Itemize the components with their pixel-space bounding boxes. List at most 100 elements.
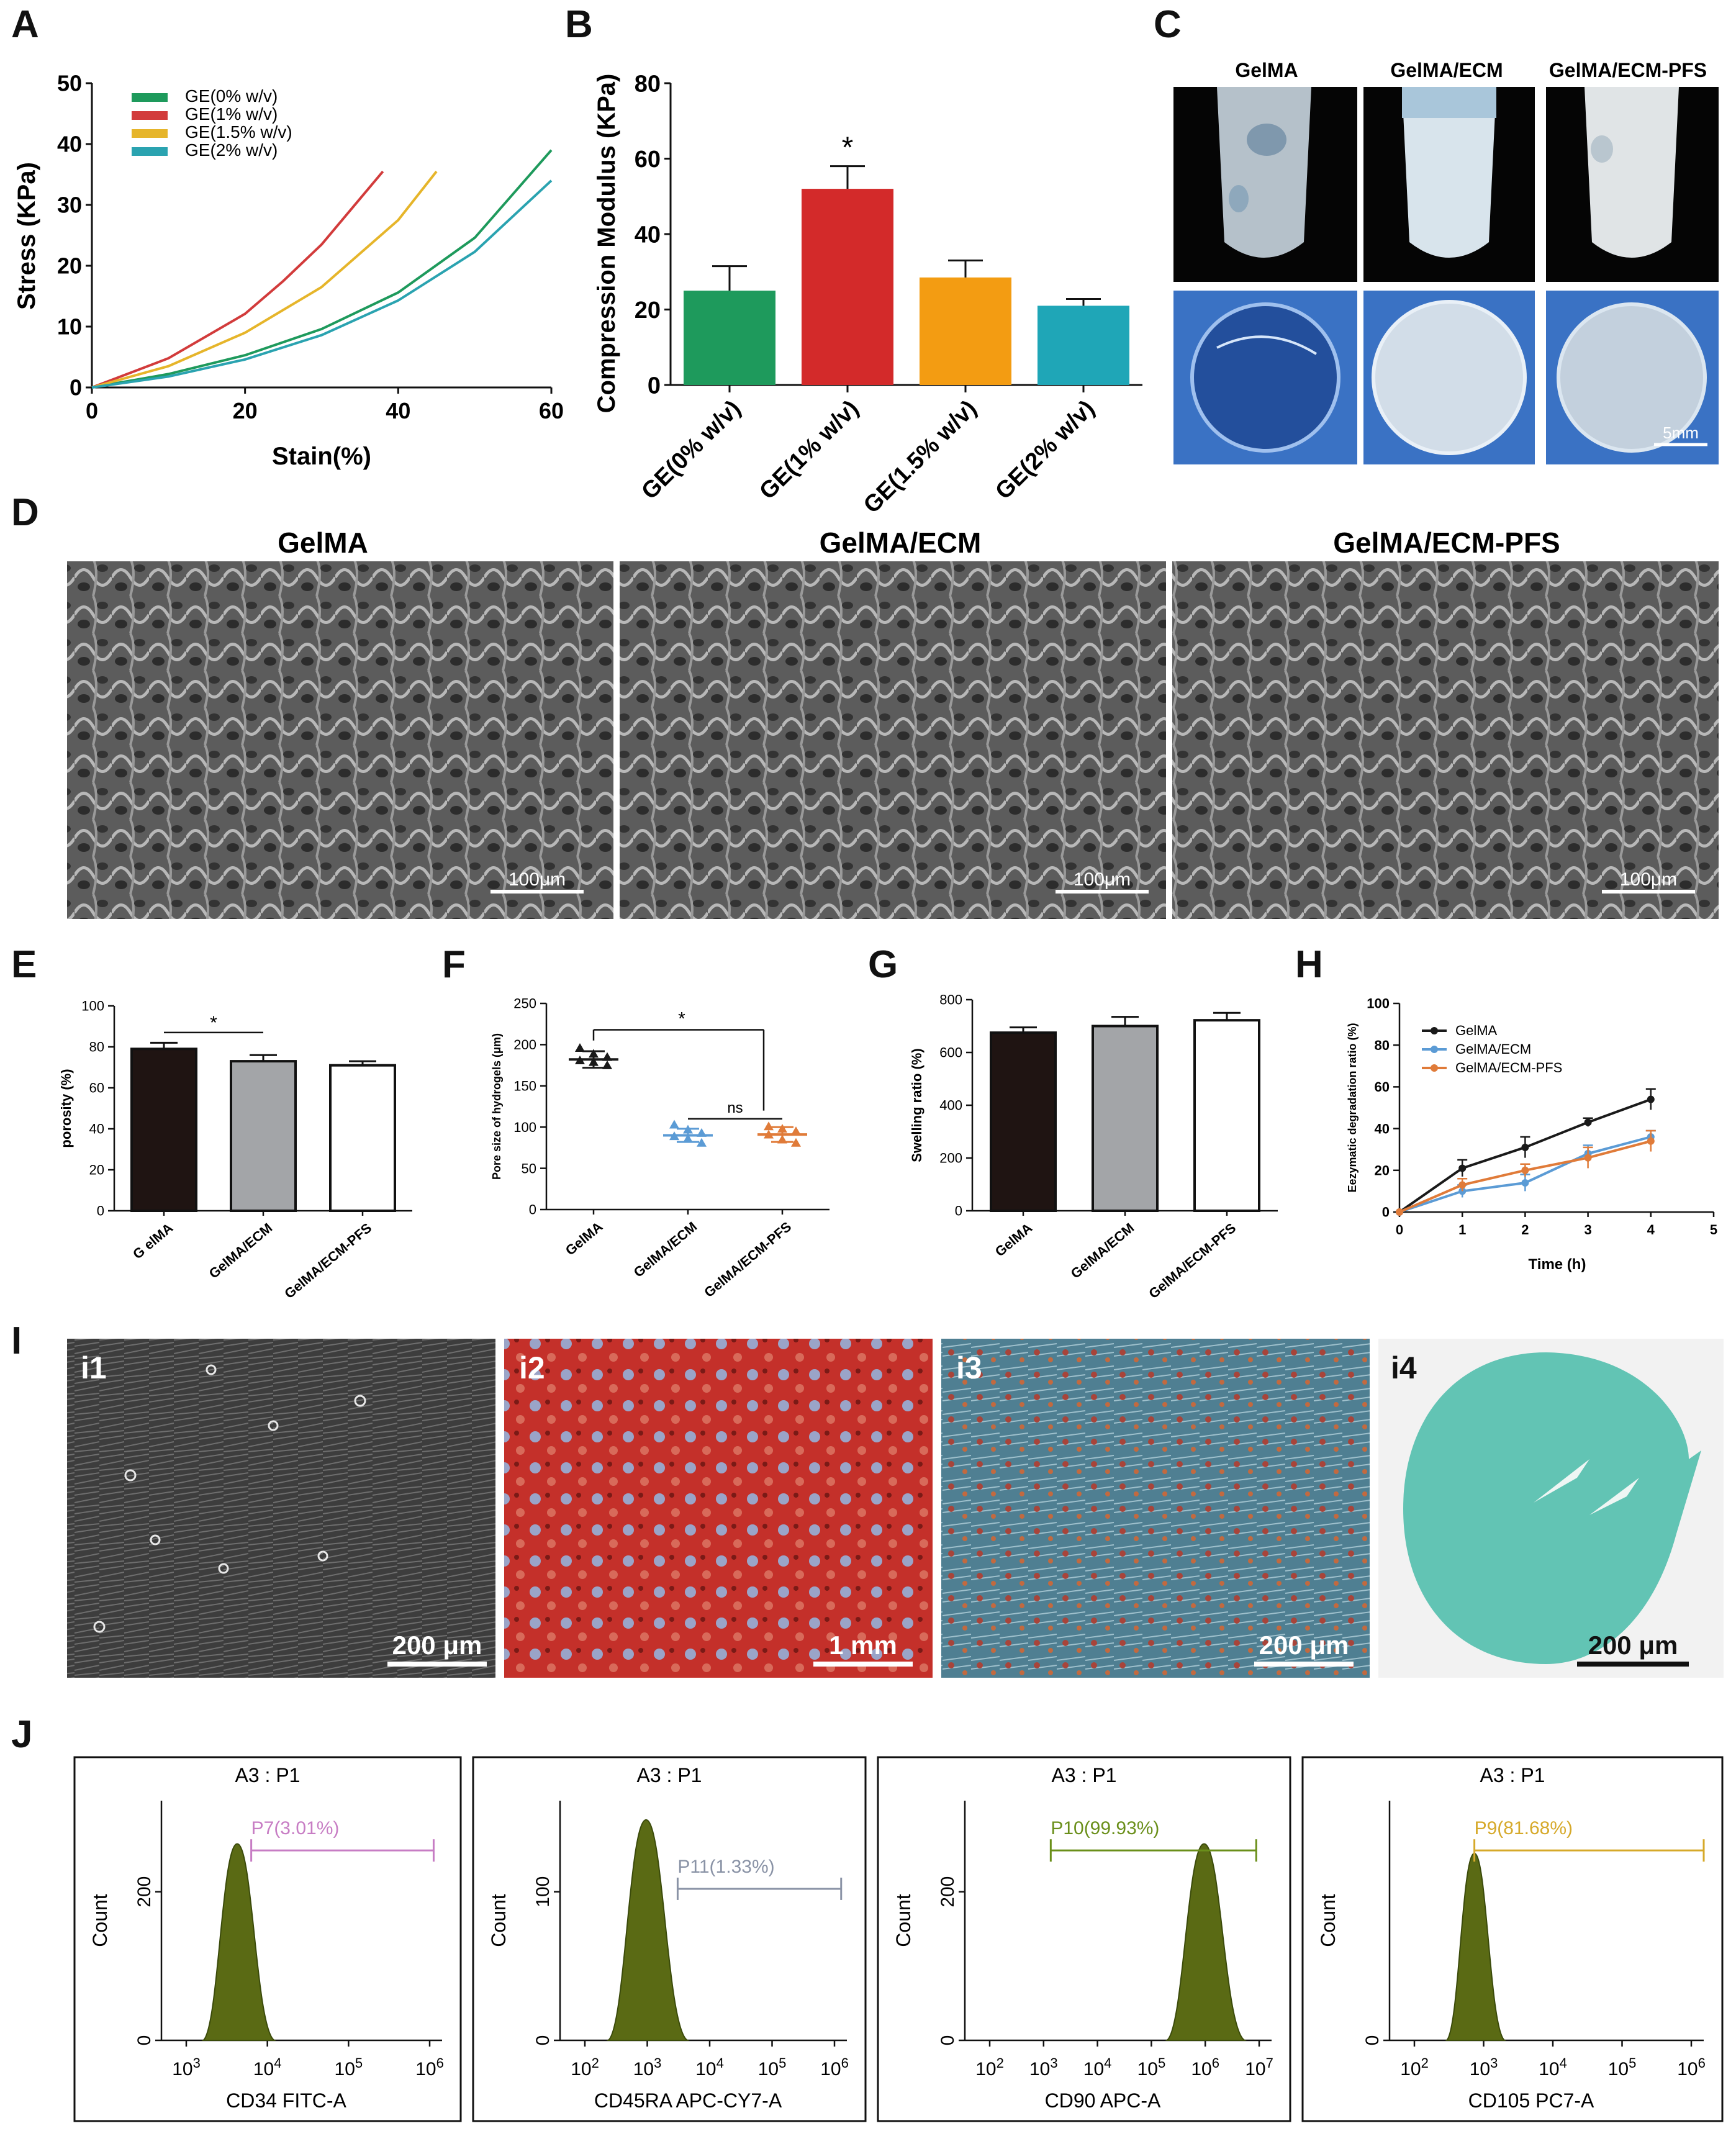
legend-label-2: GE(1% w/v) <box>185 104 278 124</box>
data-point <box>669 1120 679 1129</box>
panel-letter-a: A <box>11 3 39 46</box>
x-tick-label: GE(0% w/v) <box>636 396 746 505</box>
bar-2 <box>1092 1025 1159 1212</box>
legend-label-3: GelMA/ECM-PFS <box>1455 1060 1562 1075</box>
x-tick-label: 4 <box>1647 1222 1655 1237</box>
sem-image-2 <box>620 561 1166 919</box>
bar-3 <box>1193 1019 1260 1213</box>
y-tick-label: 60 <box>635 147 661 173</box>
y-tick-label: 250 <box>513 996 536 1011</box>
y-tick-label: 100 <box>513 1120 536 1135</box>
x-tick-label: 105 <box>335 2055 363 2079</box>
sem-scale-2: 100μm <box>1074 869 1131 890</box>
series-line-4 <box>91 179 553 389</box>
x-tick-label: 0 <box>1396 1222 1403 1237</box>
data-point <box>1647 1137 1655 1145</box>
x-tick-label: 102 <box>1400 2055 1429 2079</box>
gate-label: P10(99.93%) <box>1051 1818 1159 1839</box>
y-axis-label: Compression Modulus (KPa) <box>593 74 620 414</box>
tube-shape-3 <box>1585 87 1679 258</box>
data-point <box>1521 1166 1529 1174</box>
flow-frame <box>472 1756 867 2122</box>
y-tick-label: 600 <box>939 1045 962 1061</box>
y-tick-label: 20 <box>1375 1163 1390 1179</box>
data-point <box>791 1126 801 1136</box>
flow-histogram-2: A3 : P1 0 100 Count 102 103 104 105 106 CD45RA AP… <box>472 1756 867 2122</box>
significance-mark: * <box>678 1008 685 1029</box>
y-tick-label: 20 <box>57 253 82 279</box>
data-point <box>589 1057 599 1066</box>
panel-d-label-gelma: GelMA <box>278 527 368 559</box>
histogram-peak <box>201 1843 276 2041</box>
micrograph-label-i1: i1 <box>81 1351 107 1385</box>
panel-letter-g: G <box>868 943 898 986</box>
significance-mark: ns <box>727 1100 743 1116</box>
panel-letter-d: D <box>11 491 39 534</box>
bar-2 <box>802 189 893 385</box>
x-tick-label: GE(1.5% w/v) <box>859 396 982 518</box>
x-tick-label: GE(1% w/v) <box>754 396 864 505</box>
x-tick-label: 20 <box>233 398 258 423</box>
data-point <box>1521 1179 1529 1187</box>
x-tick-label: 106 <box>1677 2055 1706 2079</box>
data-point <box>1647 1095 1655 1103</box>
y-tick-label: 60 <box>89 1080 104 1096</box>
y-tick-label: 40 <box>57 132 82 157</box>
x-tick-label: GelMA/ECM <box>1068 1220 1137 1282</box>
y-tick-label: 40 <box>89 1121 104 1137</box>
micrograph-i3 <box>941 1339 1370 1678</box>
x-tick-label: 105 <box>1608 2055 1637 2079</box>
data-point <box>1584 1118 1592 1126</box>
flow-histogram-3: A3 : P1 0 200 Count 102 103 104 105 106 107 CD90 A… <box>877 1756 1291 2122</box>
chart-a-stress-strain: 0 10 20 30 40 50 0 20 40 60 Stain(%) Stress (KPa) GE… <box>13 71 564 470</box>
y-tick-label: 0 <box>1382 1205 1390 1220</box>
flow-title: A3 : P1 <box>235 1764 301 1786</box>
y-tick-label: 0 <box>938 2035 958 2046</box>
legend-swatch-2 <box>132 111 168 120</box>
micrograph-i2 <box>504 1339 933 1678</box>
y-tick-label: 80 <box>89 1039 104 1055</box>
y-tick-label: 200 <box>939 1151 962 1166</box>
x-tick-label: 104 <box>253 2055 282 2079</box>
x-tick-label: GelMA/ECM <box>206 1220 276 1282</box>
y-axis-label: Stress (KPa) <box>13 162 40 310</box>
y-axis-label: porosity (%) <box>58 1069 74 1147</box>
x-tick-label: 106 <box>415 2055 444 2079</box>
flow-title: A3 : P1 <box>637 1764 702 1786</box>
y-tick-label: 200 <box>938 1876 958 1907</box>
panel-letter-i: I <box>11 1319 22 1362</box>
y-tick-label: 30 <box>57 192 82 218</box>
micrograph-scale-i4: 200 μm <box>1588 1631 1678 1660</box>
y-axis-label: Count <box>89 1894 111 1947</box>
x-tick-label: 102 <box>975 2055 1004 2079</box>
legend-label-3: GE(1.5% w/v) <box>185 122 292 142</box>
x-tick-label: 104 <box>1539 2055 1567 2079</box>
y-tick-label: 80 <box>1375 1038 1390 1053</box>
series-line-3 <box>91 170 438 389</box>
x-axis-label: Time (h) <box>1529 1256 1586 1273</box>
panel-c-label-gelma-ecm: GelMA/ECM <box>1390 59 1503 81</box>
x-tick-label: GelMA <box>992 1220 1036 1260</box>
panel-letter-c: C <box>1154 3 1182 46</box>
micrograph-scale-i2: 1 mm <box>829 1631 897 1660</box>
y-tick-label: 400 <box>939 1098 962 1113</box>
x-tick-label: G elMA <box>130 1220 176 1262</box>
y-tick-label: 200 <box>134 1876 155 1907</box>
x-tick-label: 40 <box>386 398 410 423</box>
gate-label: P9(81.68%) <box>1475 1818 1573 1839</box>
series-line-1 <box>91 149 553 389</box>
x-tick-label: GelMA/ECM-PFS <box>281 1220 374 1302</box>
chart-e-porosity: 0 20 40 60 80 100 G elMA GelMA/ECM GelMA/ECM-PFS… <box>58 998 412 1301</box>
y-axis-label: Count <box>892 1894 915 1947</box>
panel-letter-f: F <box>442 943 466 986</box>
bar-1 <box>990 1031 1057 1212</box>
x-tick-label: 3 <box>1584 1222 1591 1237</box>
data-point <box>777 1124 787 1133</box>
micrograph-i1 <box>67 1339 495 1678</box>
tube-shape-2 <box>1402 87 1496 258</box>
data-point <box>764 1129 774 1139</box>
data-point <box>1458 1181 1467 1189</box>
x-tick-label: 105 <box>1137 2055 1166 2079</box>
gate-label: P11(1.33%) <box>677 1857 774 1877</box>
